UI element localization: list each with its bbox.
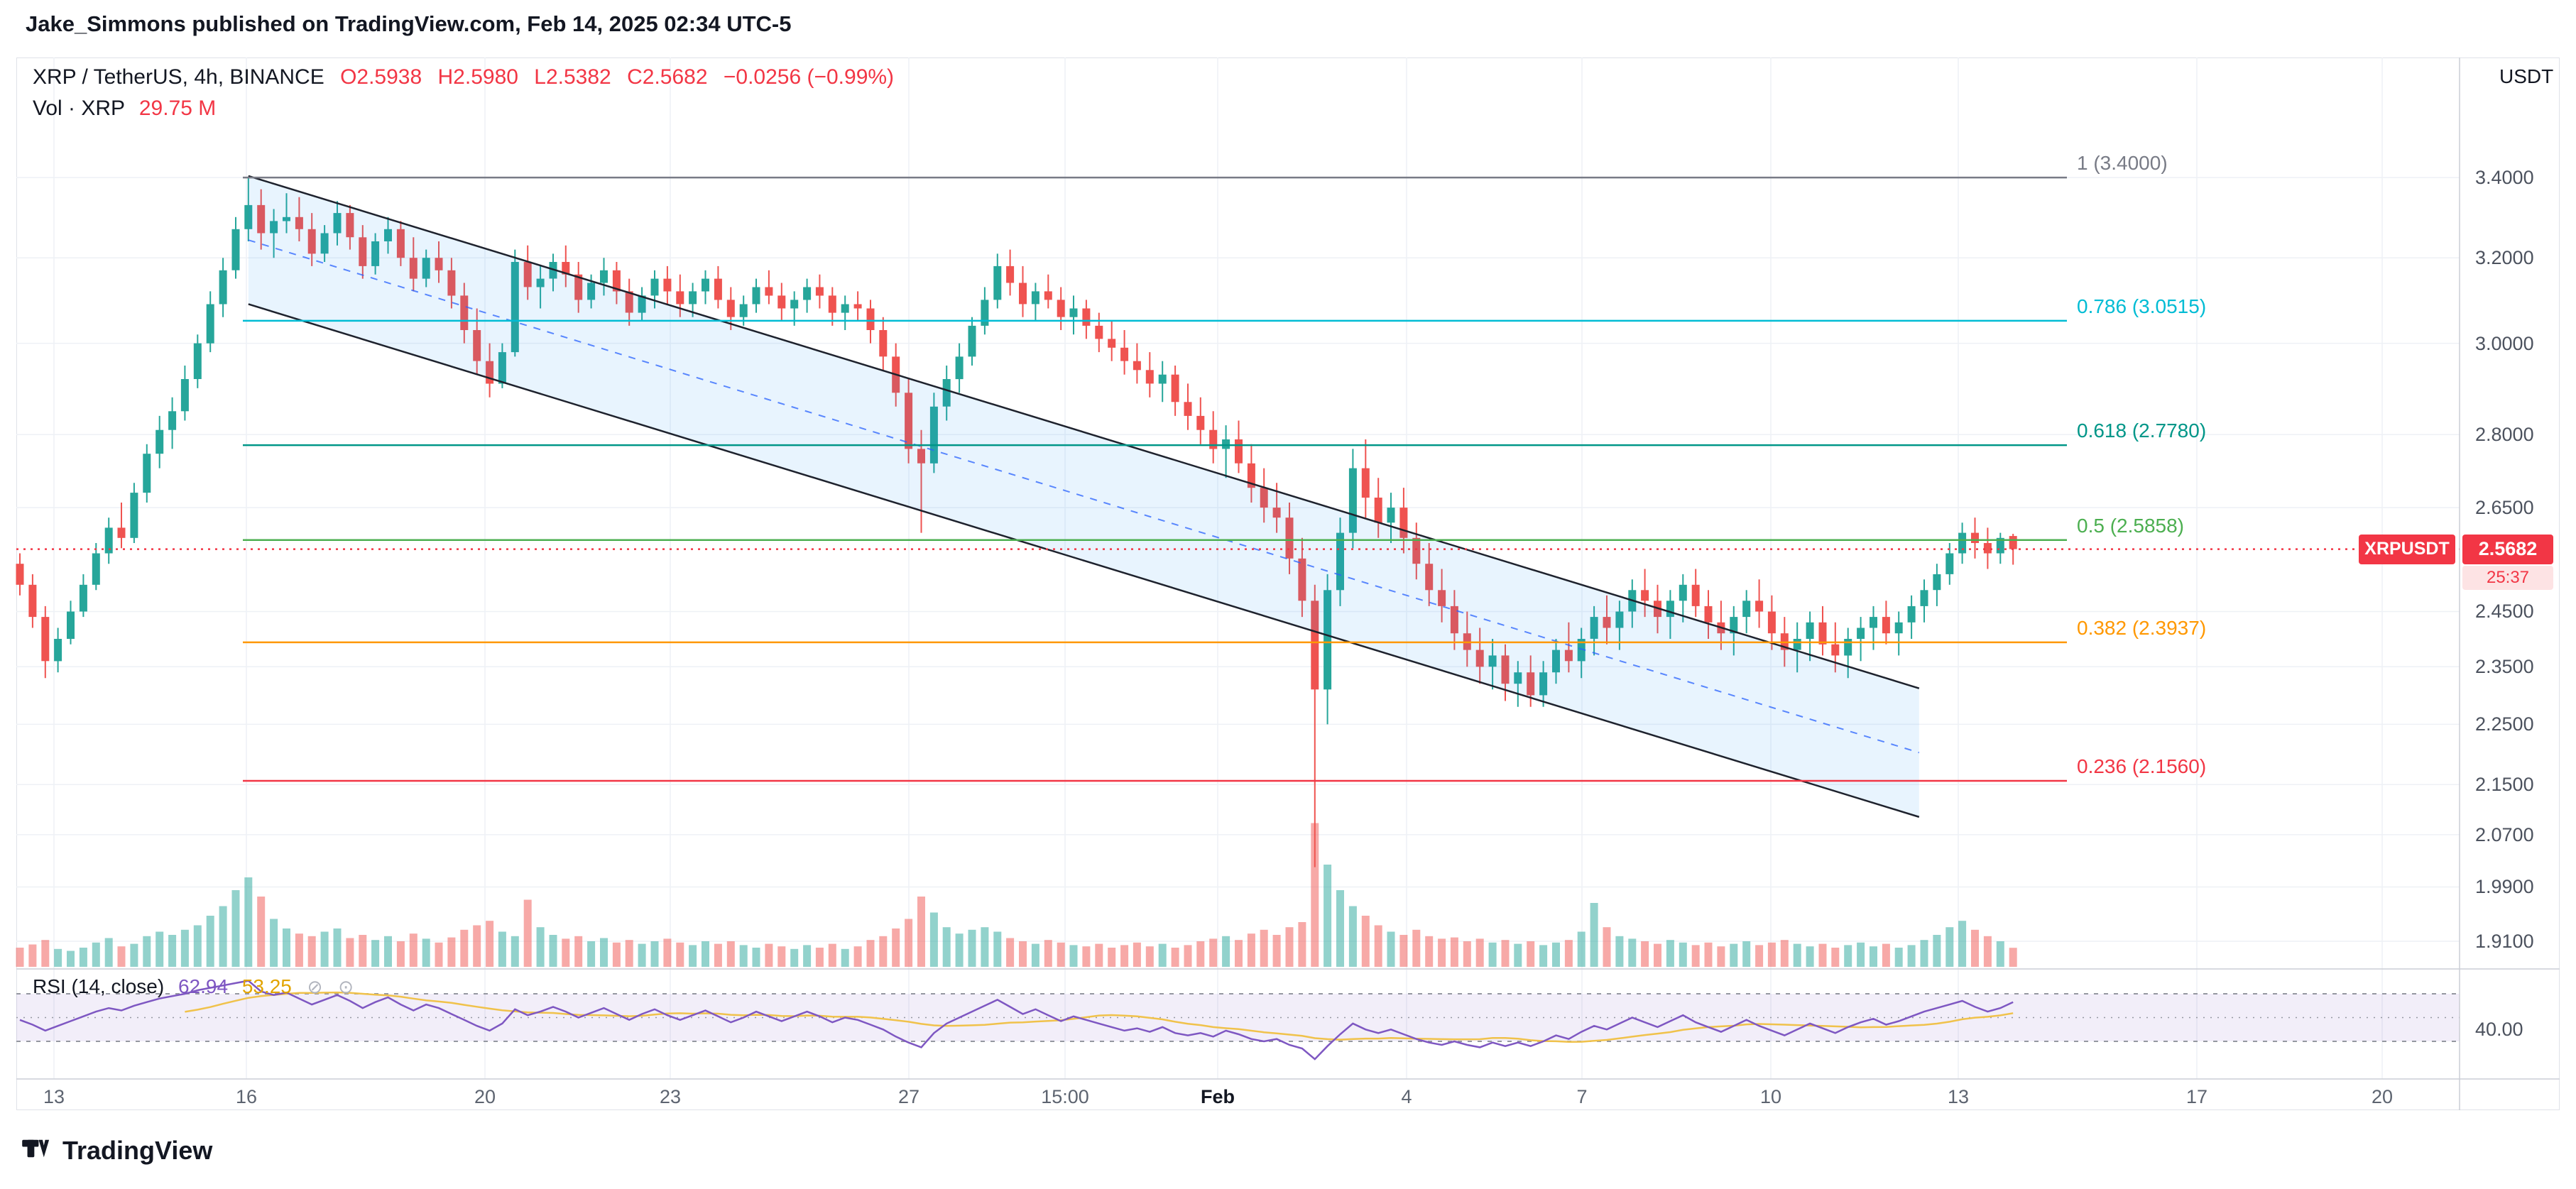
fib-level-label: 1 (3.4000) [2077,152,2168,175]
ohlc-high: H2.5980 [437,65,518,89]
rsi-legend[interactable]: RSI (14, close) 62.94 53.25 ⊘ ⊙ [33,975,354,998]
date-axis-label: 20 [474,1086,496,1107]
current-price-badge: 2.5682 [2462,534,2553,564]
symbol-legend[interactable]: XRP / TetherUS, 4h, BINANCE O2.5938 H2.5… [33,65,904,89]
date-axis-label: 13 [43,1086,65,1107]
price-axis-label: 1.9100 [2475,931,2534,953]
fib-level-label: 0.236 (2.1560) [2077,755,2207,777]
fib-level-label: 0.5 (2.5858) [2077,514,2184,537]
rsi-axis-label: 40.00 [2475,1019,2523,1041]
date-axis-label: 23 [659,1086,682,1107]
price-axis-label: 2.2500 [2475,713,2534,735]
price-axis-label: 2.4500 [2475,601,2534,623]
ohlc-low: L2.5382 [534,65,611,89]
date-axis-label: Feb [1200,1086,1235,1107]
price-change: −0.0256 (−0.99%) [723,65,895,89]
price-axis-label: 2.1500 [2475,774,2534,796]
price-axis-label: 2.0700 [2475,823,2534,845]
volume-value: 29.75 M [138,97,217,120]
price-axis-label: 2.3500 [2475,656,2534,678]
price-axis-label: 3.2000 [2475,247,2534,269]
fib-level-label: 0.786 (3.0515) [2077,295,2207,317]
symbol-price-tag: XRPUSDT [2359,534,2455,564]
date-axis-label: 7 [1576,1086,1588,1107]
date-axis-label: 27 [897,1086,920,1107]
date-axis-label: 15:00 [1041,1086,1089,1107]
tradingview-wordmark[interactable]: TradingView [62,1135,213,1165]
ohlc-open: O2.5938 [340,65,422,89]
price-axis-label: 3.0000 [2475,332,2534,354]
bar-countdown: 25:37 [2462,565,2553,590]
date-axis-label: 17 [2185,1086,2208,1107]
date-axis-label: 10 [1759,1086,1782,1107]
fib-level-label: 0.618 (2.7780) [2077,420,2207,442]
price-axis-label: 2.8000 [2475,424,2534,446]
volume-legend[interactable]: Vol · XRP 29.75 M [33,97,216,121]
date-axis-label: 13 [1947,1086,1970,1107]
fib-level-label: 0.382 (2.3937) [2077,616,2207,639]
footer: TradingView [21,1133,212,1168]
rsi-value: 62.94 [178,975,229,997]
ohlc-close: C2.5682 [627,65,708,89]
rsi-ma-value: 53.25 [241,975,292,997]
price-axis-currency: USDT [2499,65,2554,87]
price-axis-label: 2.6500 [2475,497,2534,519]
symbol-title: XRP / TetherUS, 4h, BINANCE [33,65,324,89]
hide-indicator-icon[interactable]: ⊘ [307,976,323,997]
price-axis-label: 3.4000 [2475,167,2534,189]
price-axis-label: 1.9900 [2475,876,2534,898]
attribution-header: Jake_Simmons published on TradingView.co… [26,11,792,36]
date-axis-label: 20 [2371,1086,2394,1107]
date-axis-label: 16 [235,1086,258,1107]
rsi-label: RSI (14, close) [33,975,165,997]
tradingview-logo-icon[interactable] [21,1133,53,1168]
volume-label: Vol · XRP [33,97,125,120]
indicator-settings-icon[interactable]: ⊙ [338,976,354,997]
date-axis-label: 4 [1401,1086,1412,1107]
